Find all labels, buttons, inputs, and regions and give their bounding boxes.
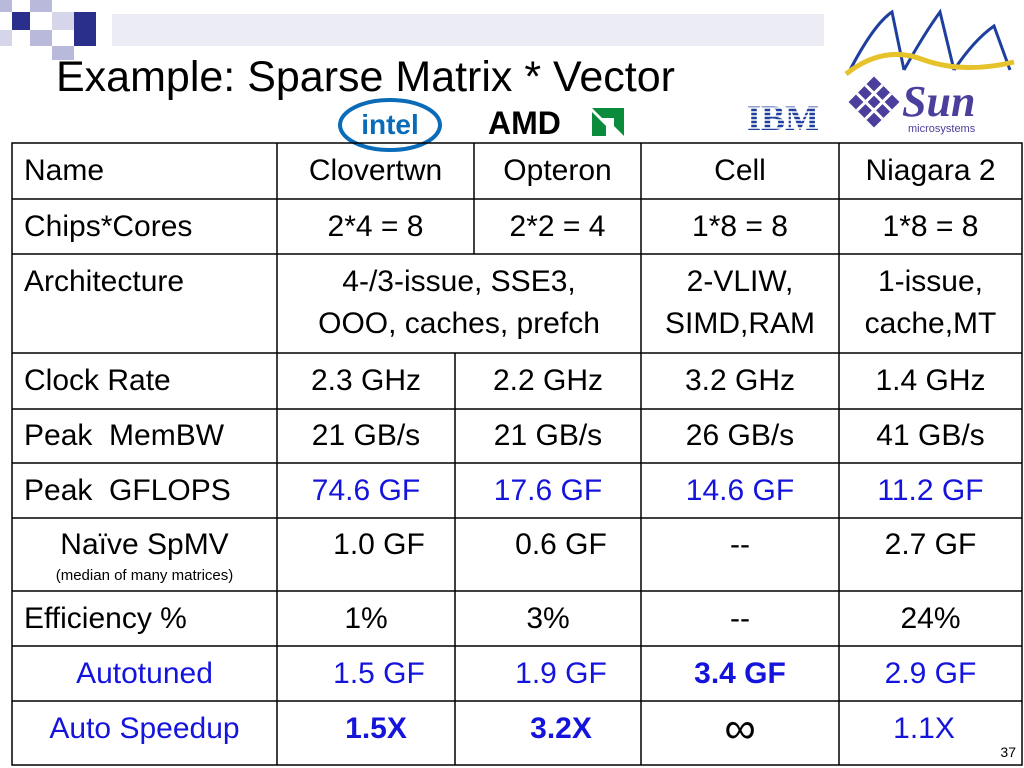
corner-decoration: [74, 12, 96, 46]
svg-text:IBM: IBM: [747, 100, 819, 134]
table-cell: OOO, caches, prefch: [318, 307, 600, 340]
row-label-auto-speedup: Auto Speedup: [49, 712, 240, 745]
table-cell: 4-/3-issue, SSE3,: [342, 265, 576, 298]
svg-text:intel: intel: [361, 109, 419, 140]
row-label-architecture: Architecture: [24, 265, 185, 298]
table-cell: 1*8 = 8: [692, 210, 788, 243]
amd-logo: AMD: [488, 105, 624, 140]
row-label-autotuned: Autotuned: [76, 657, 213, 690]
svg-text:AMD: AMD: [488, 105, 561, 140]
table-cell: 1.0 GF: [333, 528, 425, 561]
table-cell: 41 GB/s: [876, 419, 985, 452]
table-cell: 2*4 = 8: [327, 210, 424, 243]
row-label-peak-gflops: Peak GFLOPS: [24, 474, 231, 507]
header-clovertwn: Clovertwn: [308, 154, 443, 187]
title-bar-band: [112, 14, 824, 46]
svg-text:Sun: Sun: [902, 77, 975, 126]
table-cell: ∞: [724, 704, 756, 753]
corner-decoration: [0, 30, 12, 46]
table-cell: 74.6 GF: [311, 474, 421, 507]
header-opteron: Opteron: [503, 154, 612, 187]
table-cell: 3.2X: [530, 712, 592, 745]
table-cell: 3%: [526, 602, 570, 635]
table-cell: 14.6 GF: [685, 474, 795, 507]
row-label-naive-spmv: Naïve SpMV: [60, 528, 229, 561]
table-cell: 1.4 GHz: [875, 364, 986, 397]
table-cell: 2-VLIW,: [686, 265, 794, 298]
page-number: 37: [1000, 744, 1016, 760]
table-cell: 2.3 GHz: [310, 364, 422, 397]
table-cell: 0.6 GF: [515, 528, 607, 561]
table-cell: 1.5 GF: [333, 657, 425, 690]
row-label-efficiency: Efficiency %: [24, 602, 187, 635]
corner-decoration: [52, 46, 74, 60]
intel-logo: intel: [338, 98, 442, 152]
table-cell: 1.9 GF: [515, 657, 607, 690]
sun-logo: Sun microsystems: [844, 8, 1015, 135]
table-cell: 3.4 GF: [694, 657, 786, 690]
svg-text:microsystems: microsystems: [908, 123, 976, 135]
row-label-name: Name: [24, 154, 105, 187]
table-cell: 21 GB/s: [311, 419, 421, 452]
ibm-logo: IBM: [740, 100, 826, 134]
table-cell: cache,MT: [864, 307, 997, 340]
table-cell: 1*8 = 8: [882, 210, 979, 243]
table-cell: --: [730, 602, 750, 635]
table-cell: 1.5X: [345, 712, 407, 745]
row-sublabel-naive-spmv: (median of many matrices): [55, 567, 234, 584]
slide-title: Example: Sparse Matrix * Vector: [56, 53, 675, 101]
table-cell: 2*2 = 4: [509, 210, 606, 243]
table-cell: SIMD,RAM: [665, 307, 815, 340]
corner-decoration: [0, 0, 12, 12]
corner-decoration: [52, 12, 74, 30]
table-cell: --: [730, 528, 750, 561]
row-label-peak-membw: Peak MemBW: [24, 419, 225, 452]
table-cell: 24%: [900, 602, 961, 635]
table-cell: 1-issue,: [877, 265, 984, 298]
table-cell: 11.2 GF: [877, 474, 984, 507]
table-cell: 21 GB/s: [493, 419, 603, 452]
table-cell: 2.7 GF: [884, 528, 977, 561]
table-cell: 1%: [344, 602, 388, 635]
row-label-chips-cores: Chips*Cores: [24, 210, 193, 243]
corner-decoration: [30, 0, 52, 12]
row-label-clock-rate: Clock Rate: [24, 364, 171, 397]
table-cell: 2.9 GF: [884, 657, 977, 690]
header-niagara: Niagara 2: [865, 154, 996, 187]
table-cell: 26 GB/s: [685, 419, 795, 452]
table-cell: 2.2 GHz: [492, 364, 604, 397]
table-cell: 3.2 GHz: [684, 364, 796, 397]
header-cell: Cell: [714, 154, 766, 187]
table-cell: 1.1X: [893, 712, 955, 745]
corner-decoration: [12, 12, 30, 30]
corner-decoration: [30, 30, 52, 46]
table-cell: 17.6 GF: [493, 474, 603, 507]
